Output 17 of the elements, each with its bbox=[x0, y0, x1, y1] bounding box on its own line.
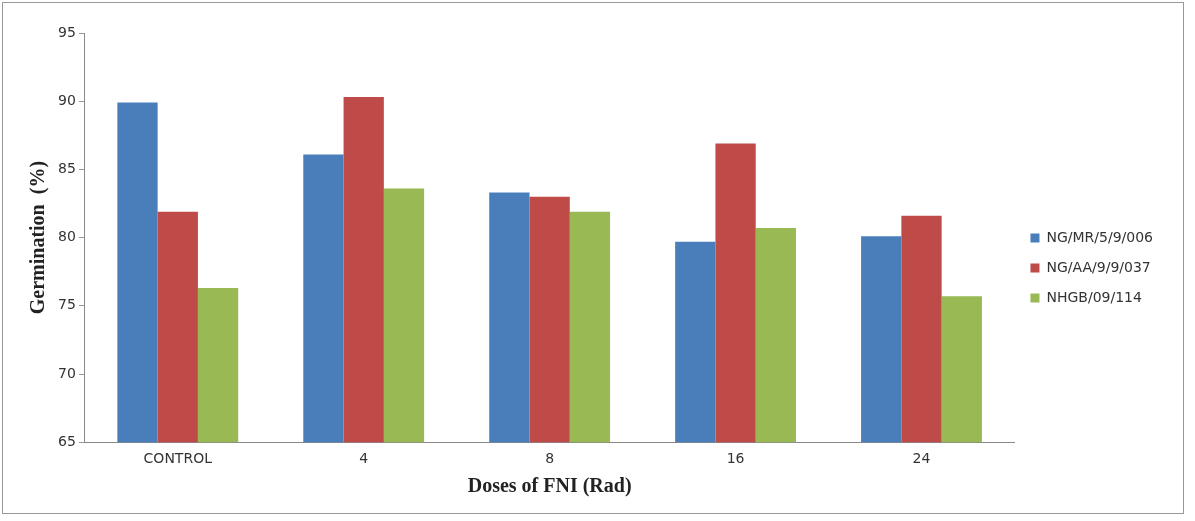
y-tick-label: 80 bbox=[57, 228, 76, 245]
y-tick-label: 90 bbox=[57, 91, 76, 108]
legend-label: NHGB/09/114 bbox=[1046, 288, 1142, 305]
y-tick-label: 65 bbox=[57, 432, 76, 449]
y-axis-title: Germination (%) bbox=[26, 160, 50, 315]
x-tick-label: 24 bbox=[912, 450, 931, 467]
x-axis-title: Doses of FNI (Rad) bbox=[467, 474, 632, 498]
legend-label: NG/AA/9/9/037 bbox=[1046, 258, 1151, 275]
legend-label: NG/MR/5/9/006 bbox=[1046, 228, 1154, 245]
x-tick-label: 16 bbox=[726, 450, 745, 467]
y-tick-label: 85 bbox=[57, 160, 76, 177]
x-tick-label: 8 bbox=[545, 450, 555, 467]
y-tick-label: 70 bbox=[57, 364, 76, 381]
x-tick-label: 4 bbox=[359, 450, 369, 467]
y-tick-label: 95 bbox=[57, 23, 76, 40]
x-tick-label: CONTROL bbox=[143, 450, 213, 467]
y-tick-label: 75 bbox=[57, 296, 76, 313]
